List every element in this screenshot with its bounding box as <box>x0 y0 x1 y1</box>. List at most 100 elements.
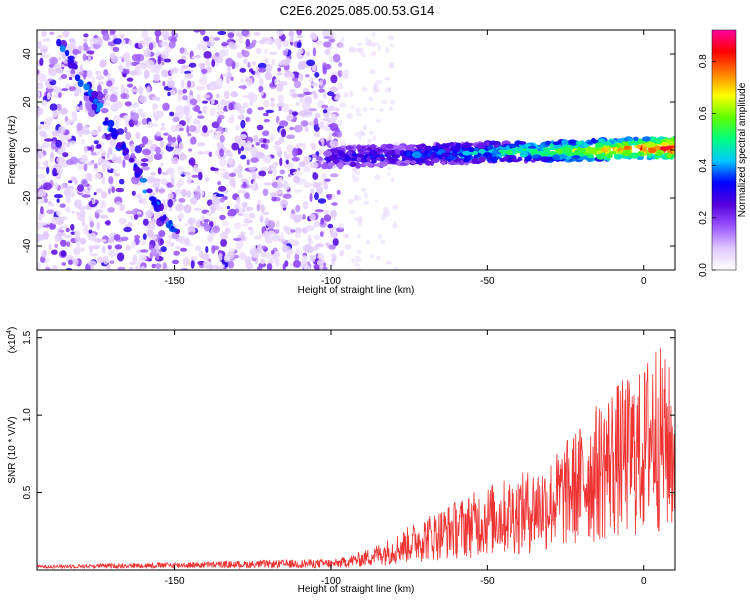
heatmap-cell <box>77 184 84 192</box>
heatmap-cell <box>390 99 395 105</box>
heatmap-cell <box>235 124 240 131</box>
heatmap-cell <box>167 134 173 143</box>
heatmap-cell <box>166 223 171 229</box>
heatmap-cell <box>152 219 157 224</box>
heatmap-cell <box>260 143 266 148</box>
heatmap-cell <box>83 145 88 153</box>
heatmap-cell <box>249 228 254 236</box>
heatmap-cell <box>296 41 302 49</box>
heatmap-cell <box>379 156 385 160</box>
heatmap-cell <box>329 229 334 234</box>
heatmap-cell <box>142 233 147 240</box>
heatmap-cell <box>285 227 294 235</box>
heatmap-cell <box>330 113 337 123</box>
heatmap-cell <box>255 175 264 179</box>
heatmap-cell <box>330 74 338 84</box>
heatmap-cell <box>121 39 126 46</box>
heatmap-cell <box>180 247 188 252</box>
heatmap-cell <box>272 181 279 189</box>
heatmap-cell <box>171 142 178 148</box>
heatmap-cell <box>195 245 202 252</box>
heatmap-cell <box>370 253 375 259</box>
heatmap-cell <box>331 132 338 137</box>
heatmap-cell <box>367 138 372 145</box>
heatmap-cell <box>168 40 176 49</box>
heatmap-cell <box>656 151 662 156</box>
heatmap-cell <box>385 47 389 54</box>
heatmap-cell <box>357 219 363 227</box>
heatmap-cell <box>178 153 187 161</box>
heatmap-cell <box>44 138 53 142</box>
heatmap-cell <box>415 144 424 149</box>
heatmap-cell <box>55 67 64 74</box>
heatmap-cell <box>271 58 275 66</box>
heatmap-cell <box>38 125 43 130</box>
heatmap-cell <box>247 61 251 68</box>
heatmap-cell <box>172 156 179 165</box>
heatmap-cell <box>314 209 324 213</box>
heatmap-cell <box>392 204 398 210</box>
heatmap-cell <box>62 152 69 158</box>
heatmap-cell <box>220 172 225 177</box>
heatmap-cell <box>505 149 513 155</box>
heatmap-cell <box>586 141 593 145</box>
heatmap-cell <box>183 204 192 214</box>
heatmap-cell <box>284 245 291 252</box>
heatmap-cell <box>120 236 129 241</box>
heatmap-cell <box>237 147 241 155</box>
heatmap-cell <box>108 176 114 185</box>
heatmap-cell <box>263 112 268 117</box>
heatmap-cell <box>157 167 162 175</box>
heatmap-cell <box>636 144 642 149</box>
heatmap-cell <box>425 145 432 149</box>
heatmap-cell <box>37 221 43 230</box>
heatmap-cell <box>130 112 139 121</box>
heatmap-cell <box>255 151 265 159</box>
heatmap-cell <box>660 142 669 147</box>
heatmap-cell <box>203 219 210 223</box>
heatmap-cell <box>351 172 355 178</box>
heatmap-y-tick-label: 20 <box>22 96 33 108</box>
heatmap-cell <box>219 135 225 143</box>
snr-y-multiplier-base: (x10 <box>7 333 18 353</box>
heatmap-cell <box>146 188 153 194</box>
heatmap-cell <box>338 222 344 230</box>
heatmap-cell <box>103 69 109 76</box>
heatmap-cell <box>136 61 140 65</box>
heatmap-cell <box>661 145 671 151</box>
heatmap-cell <box>373 81 378 88</box>
heatmap-cell <box>103 88 108 95</box>
heatmap-cell <box>64 49 70 57</box>
heatmap-cell <box>264 49 268 55</box>
heatmap-cell <box>91 102 98 111</box>
heatmap-cell <box>237 189 247 194</box>
heatmap-cell <box>104 93 111 102</box>
heatmap-cell <box>59 45 66 53</box>
heatmap-cell <box>317 198 327 204</box>
heatmap-cell <box>202 45 208 51</box>
heatmap-cell <box>206 212 212 216</box>
heatmap-cell <box>103 109 108 114</box>
heatmap-cell <box>172 147 181 155</box>
heatmap-cell <box>376 118 382 123</box>
heatmap-cell <box>303 182 312 188</box>
heatmap-cell <box>336 162 343 168</box>
heatmap-cell <box>220 99 226 106</box>
heatmap-y-label: Frequency (Hz) <box>7 116 18 185</box>
heatmap-cell <box>89 253 99 257</box>
heatmap-cell <box>384 76 391 81</box>
heatmap-cell <box>130 240 136 249</box>
heatmap-cell <box>49 157 54 163</box>
heatmap-cell <box>359 130 365 135</box>
heatmap-cell <box>223 254 231 263</box>
heatmap-cell <box>220 238 228 247</box>
heatmap-cell <box>309 193 313 202</box>
heatmap-cell <box>74 74 81 82</box>
heatmap-cell <box>256 204 260 212</box>
heatmap-cell <box>96 256 105 264</box>
heatmap-cell <box>216 93 220 99</box>
heatmap-cell <box>251 70 256 75</box>
heatmap-cell <box>73 199 82 209</box>
heatmap-cell <box>385 260 392 265</box>
heatmap-cell <box>209 107 216 117</box>
